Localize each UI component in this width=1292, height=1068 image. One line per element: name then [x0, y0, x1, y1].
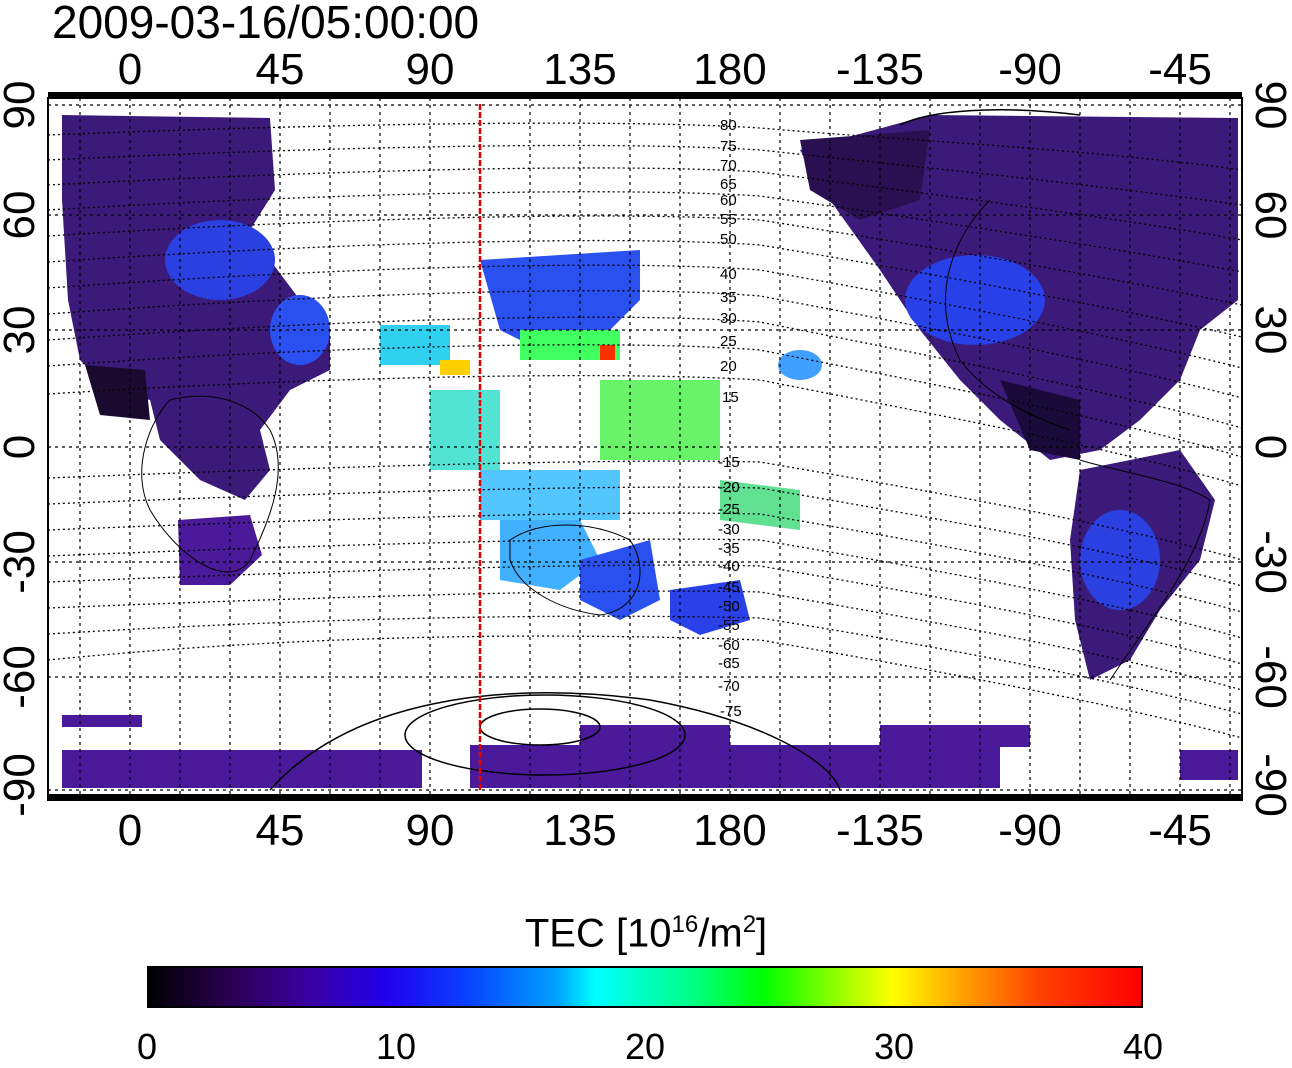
contour-label: 15 — [722, 389, 739, 406]
lat-lon-grid — [48, 98, 1242, 800]
colorbar-tick: 20 — [624, 1026, 666, 1067]
contour-label: 35 — [720, 289, 737, 306]
tec-region-australia — [500, 350, 822, 635]
contour-label: 40 — [720, 266, 737, 283]
x-tick-bottom: -45 — [1148, 806, 1212, 855]
contour-label: 55 — [720, 211, 737, 228]
x-axis-bottom: 0 45 90 135 180 -135 -90 -45 — [118, 806, 1212, 855]
x-tick-bottom: 135 — [543, 806, 616, 855]
x-tick-top: 90 — [406, 45, 455, 94]
contour-label: 70 — [720, 157, 737, 174]
contour-label: -20 — [718, 479, 740, 496]
x-tick-top: 180 — [693, 45, 766, 94]
contour-label: -60 — [718, 637, 740, 654]
y-tick-right: 90 — [1246, 81, 1292, 130]
contour-label: -30 — [718, 521, 740, 538]
colorbar-title-sup1: 16 — [671, 911, 699, 938]
coastlines — [141, 199, 1211, 681]
contour-label: -65 — [718, 655, 740, 672]
contour-label-group: 80 75 70 65 60 55 50 40 35 30 25 20 15 -… — [718, 117, 742, 720]
y-axis-left: 90 60 30 0 -30 -60 -90 — [0, 81, 44, 817]
contour-label: -50 — [718, 598, 740, 615]
x-tick-bottom: -90 — [998, 806, 1062, 855]
y-tick-right: -60 — [1246, 645, 1292, 709]
tec-region-north-america — [800, 115, 1238, 460]
x-tick-bottom: 0 — [118, 806, 142, 855]
magnetic-contours — [47, 122, 1243, 739]
x-tick-top: -90 — [998, 45, 1062, 94]
x-tick-top: 0 — [118, 45, 142, 94]
x-tick-bottom: 90 — [406, 806, 455, 855]
y-tick-right: -90 — [1246, 753, 1292, 817]
frame-band-top — [48, 92, 1242, 98]
x-tick-bottom: -135 — [836, 806, 924, 855]
x-tick-bottom: 180 — [693, 806, 766, 855]
tec-region-asia — [380, 250, 720, 520]
contour-label: -75 — [720, 703, 742, 720]
y-tick-left: 60 — [0, 191, 44, 240]
x-tick-top: 135 — [543, 45, 616, 94]
y-tick-left: -90 — [0, 753, 44, 817]
y-tick-left: -30 — [0, 530, 44, 594]
contour-label: -35 — [718, 540, 740, 557]
x-tick-bottom: 45 — [256, 806, 305, 855]
contour-label: 50 — [720, 231, 737, 248]
contour-label: -45 — [718, 579, 740, 596]
y-tick-left: 0 — [0, 435, 44, 459]
y-tick-left: 90 — [0, 81, 44, 130]
x-tick-top: -45 — [1148, 45, 1212, 94]
contour-label: -70 — [718, 678, 740, 695]
contour-label: 25 — [720, 333, 737, 350]
x-axis-top: 0 45 90 135 180 -135 -90 -45 — [118, 45, 1212, 94]
x-tick-top: -135 — [836, 45, 924, 94]
map-title: 2009-03-16/05:00:00 — [52, 0, 480, 48]
contour-label: 20 — [720, 358, 737, 375]
colorbar-title-sup2: 2 — [742, 911, 757, 938]
y-tick-right: 60 — [1246, 191, 1292, 240]
contour-label: -25 — [718, 501, 740, 518]
contour-label: -55 — [718, 617, 740, 634]
magnetic-pole-contours — [269, 109, 1081, 791]
y-axis-right: 90 60 30 0 -30 -60 -90 — [1246, 81, 1292, 817]
frame-band-bottom — [48, 794, 1242, 800]
y-tick-right: 30 — [1246, 306, 1292, 355]
contour-label: 30 — [720, 310, 737, 327]
contour-label: 60 — [720, 192, 737, 209]
tec-map: 80 75 70 65 60 55 50 40 35 30 25 20 15 -… — [0, 45, 1292, 855]
colorbar-title: TEC [1016/m2] — [0, 902, 1292, 956]
x-tick-top: 45 — [256, 45, 305, 94]
colorbar-tick: 30 — [873, 1026, 915, 1067]
contour-label: 80 — [720, 117, 737, 134]
tec-region-antarctica — [62, 715, 1238, 788]
colorbar-title-main: TEC [10 — [524, 911, 672, 956]
contour-label: 75 — [720, 138, 737, 155]
contour-label: 65 — [720, 176, 737, 193]
colorbar-tick: 40 — [1122, 1026, 1164, 1067]
y-tick-right: 0 — [1246, 435, 1292, 459]
y-tick-right: -30 — [1246, 530, 1292, 594]
tec-region-south-america — [1070, 450, 1215, 680]
contour-label: -40 — [718, 558, 740, 575]
colorbar-title-end: ] — [756, 911, 768, 956]
y-tick-left: -60 — [0, 645, 44, 709]
y-tick-left: 30 — [0, 306, 44, 355]
colorbar-title-mid: /m — [698, 911, 743, 956]
contour-label: -15 — [718, 454, 740, 471]
colorbar-tick: 10 — [375, 1026, 417, 1067]
colorbar-tick: 0 — [136, 1026, 158, 1067]
colorbar — [147, 966, 1143, 1008]
